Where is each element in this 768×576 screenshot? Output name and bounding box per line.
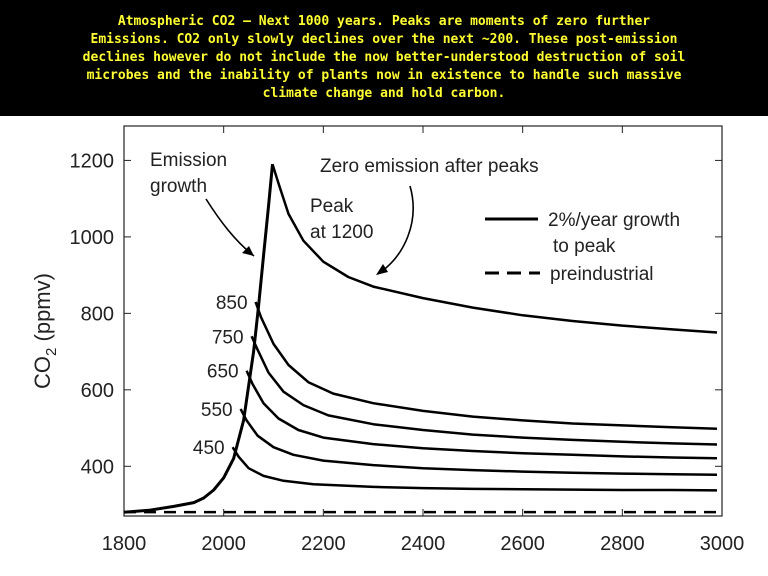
caption-text: Atmospheric CO2 – Next 1000 years. Peaks… — [82, 14, 686, 101]
arrow-zero-emission-head — [376, 264, 388, 275]
y-tick-label: 1000 — [70, 227, 115, 249]
arrow-emission-growth — [205, 198, 255, 257]
y-axis-label-sub: 2 — [43, 348, 60, 356]
peak-label-650: 650 — [207, 362, 239, 383]
legend-growth-line1: 2%/year growth — [548, 210, 680, 231]
decline-line-650 — [245, 370, 718, 460]
decline-line-450 — [231, 446, 718, 492]
decline-line-1200 — [271, 163, 718, 334]
annotation-peak-line2: at 1200 — [310, 222, 373, 243]
decline-line-750 — [250, 335, 718, 446]
x-tick-label: 1800 — [102, 533, 147, 555]
x-tick-label: 2400 — [401, 533, 446, 555]
legend-preindustrial: preindustrial — [550, 264, 654, 285]
y-tick-label: 1200 — [70, 150, 115, 172]
legend: 2%/year growth to peak preindustrial — [485, 210, 680, 285]
co2-chart: 1800 2000 2200 2400 2600 2800 3000 400 600 800 100… — [30, 125, 745, 555]
decline-line-550 — [239, 408, 718, 476]
annotation-emission-line1: Emission — [150, 150, 227, 171]
peak-label-750: 750 — [212, 327, 244, 348]
x-tick-label: 2800 — [600, 533, 645, 555]
annotation-peak-line1: Peak — [310, 196, 354, 217]
arrow-zero-emission — [377, 185, 414, 275]
y-axis-label-tail: (ppmv) — [30, 273, 55, 348]
x-tick-label: 2600 — [500, 533, 545, 555]
plot-area: 1800 2000 2200 2400 2600 2800 3000 400 600 800 100… — [70, 125, 745, 555]
legend-growth-line2: to peak — [553, 236, 616, 257]
y-tick-label: 600 — [81, 380, 114, 402]
peak-label-450: 450 — [193, 438, 225, 459]
arrow-emission-growth-head — [242, 246, 254, 256]
x-tick-label: 2000 — [201, 533, 246, 555]
peak-label-550: 550 — [201, 400, 233, 421]
decline-line-850 — [254, 301, 718, 431]
caption-box: Atmospheric CO2 – Next 1000 years. Peaks… — [0, 0, 768, 116]
y-tick-label: 400 — [81, 456, 114, 478]
x-tick-label: 3000 — [700, 533, 745, 555]
y-tick-label: 800 — [81, 303, 114, 325]
growth-curve-line — [123, 164, 274, 514]
annotation-emission-line2: growth — [150, 176, 207, 197]
x-tick-label: 2200 — [301, 533, 346, 555]
y-axis-label: CO2 (ppmv) — [30, 273, 60, 389]
peak-label-850: 850 — [216, 293, 248, 314]
y-axis-label-main: CO — [30, 356, 55, 389]
annotation-zero-emission: Zero emission after peaks — [320, 156, 539, 177]
